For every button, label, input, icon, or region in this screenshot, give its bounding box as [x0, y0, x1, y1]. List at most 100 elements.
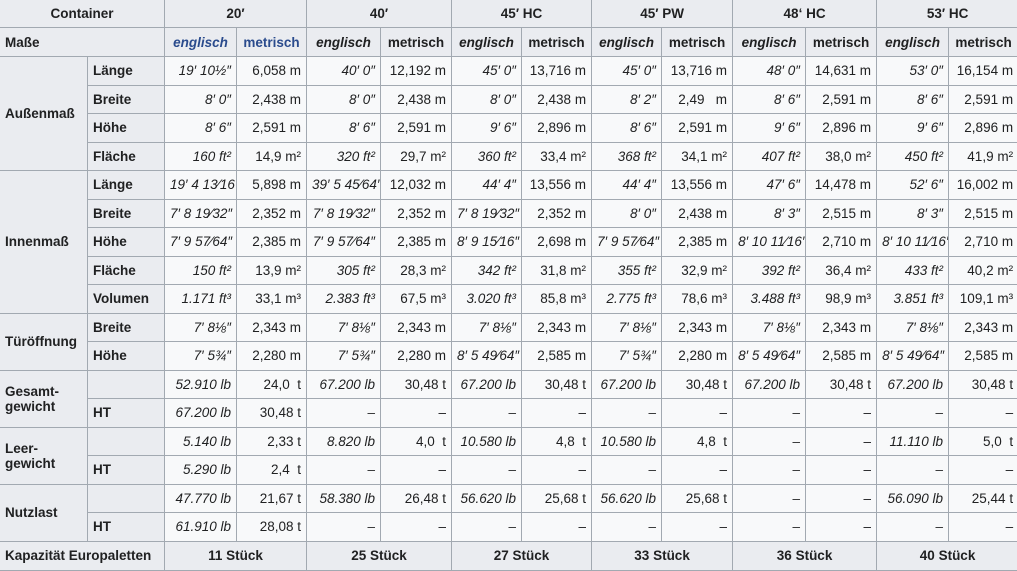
- value-metric: 2,385 m: [661, 227, 734, 257]
- value-metric: 14,631 m: [805, 56, 878, 86]
- value-metric: 4,0 t: [380, 426, 453, 456]
- value-english: 2.383 ft³: [306, 284, 382, 314]
- value-metric: –: [380, 398, 453, 428]
- value-metric: 2,280 m: [661, 341, 734, 371]
- value-english: 3.488 ft³: [732, 284, 807, 314]
- row-label: Länge: [86, 56, 166, 86]
- value-metric: 2,385 m: [236, 227, 308, 257]
- unit-english-header: englisch: [451, 27, 523, 57]
- row-label: HT: [86, 455, 166, 485]
- table-row: HT 67.200 lb 30,48 t – – – – – – – – – –: [0, 398, 1017, 428]
- value-metric: 2,585 m: [805, 341, 878, 371]
- value-english: 8′ 0″: [451, 84, 523, 114]
- container-type-header: 45′ PW: [591, 0, 734, 28]
- value-english: 7′ 8 19⁄32″: [164, 198, 238, 228]
- capacity-value: 33 Stück: [591, 540, 734, 571]
- value-metric: 2,515 m: [948, 198, 1017, 228]
- value-english: –: [876, 512, 950, 542]
- row-label: [86, 426, 166, 456]
- value-metric: 2,710 m: [948, 227, 1017, 257]
- value-english: 9′ 6″: [732, 113, 807, 143]
- value-english: 7′ 5¾″: [164, 341, 238, 371]
- value-metric: 41,9 m²: [948, 141, 1017, 171]
- value-metric: 2,352 m: [521, 198, 593, 228]
- value-metric: 2,591 m: [380, 113, 453, 143]
- value-metric: 2,352 m: [236, 198, 308, 228]
- value-english: 45′ 0″: [451, 56, 523, 86]
- value-english: 368 ft²: [591, 141, 663, 171]
- table-row: Breite 7′ 8 19⁄32″ 2,352 m 7′ 8 19⁄32″ 2,352…: [0, 198, 1017, 228]
- value-english: 11.110 lb: [876, 426, 950, 456]
- row-label: Höhe: [86, 341, 166, 371]
- value-english: 45′ 0″: [591, 56, 663, 86]
- table-row: Höhe 8′ 6″ 2,591 m 8′ 6″ 2,591 m 9′ 6″ 2,896 m…: [0, 113, 1017, 143]
- value-metric: 21,67 t: [236, 483, 308, 513]
- value-metric: 67,5 m³: [380, 284, 453, 314]
- value-metric: 2,343 m: [236, 312, 308, 342]
- value-english: 8′ 0″: [164, 84, 238, 114]
- value-english: 56.620 lb: [451, 483, 523, 513]
- value-english: –: [451, 398, 523, 428]
- value-metric: 2,515 m: [805, 198, 878, 228]
- value-english: 150 ft²: [164, 255, 238, 285]
- value-metric: 2,896 m: [805, 113, 878, 143]
- value-english: –: [876, 398, 950, 428]
- value-english: 160 ft²: [164, 141, 238, 171]
- value-metric: 32,9 m²: [661, 255, 734, 285]
- value-english: 8′ 10 11⁄16″: [876, 227, 950, 257]
- value-metric: –: [948, 398, 1017, 428]
- value-metric: 30,48 t: [380, 369, 453, 399]
- value-metric: 2,49 m: [661, 84, 734, 114]
- value-metric: 16,002 m: [948, 170, 1017, 200]
- row-label: HT: [86, 398, 166, 428]
- value-english: 3.020 ft³: [451, 284, 523, 314]
- unit-english-header: englisch: [732, 27, 807, 57]
- value-metric: –: [805, 426, 878, 456]
- value-english: 8′ 5 49⁄64″: [732, 341, 807, 371]
- value-english: 8′ 0″: [306, 84, 382, 114]
- value-english: 355 ft²: [591, 255, 663, 285]
- value-english: –: [306, 455, 382, 485]
- value-metric: 28,3 m²: [380, 255, 453, 285]
- value-metric: 2,343 m: [661, 312, 734, 342]
- value-metric: –: [805, 512, 878, 542]
- value-english: 67.200 lb: [306, 369, 382, 399]
- unit-metric-header-link[interactable]: metrisch: [236, 27, 308, 57]
- value-english: 48′ 0″: [732, 56, 807, 86]
- group-label: Innenmaß: [0, 170, 88, 314]
- value-metric: 5,0 t: [948, 426, 1017, 456]
- table-row: Türöffnung Breite 7′ 8⅛″ 2,343 m 7′ 8⅛″ 2,343…: [0, 312, 1017, 371]
- value-metric: 2,698 m: [521, 227, 593, 257]
- value-metric: 2,710 m: [805, 227, 878, 257]
- table-row: Nutzlast 47.770 lb 21,67 t 58.380 lb 26,48 t…: [0, 483, 1017, 542]
- value-english: 7′ 8⅛″: [876, 312, 950, 342]
- value-english: 407 ft²: [732, 141, 807, 171]
- value-metric: –: [380, 512, 453, 542]
- value-metric: 2,585 m: [948, 341, 1017, 371]
- header-row-containers: Container 20′ 40′ 45′ HC 45′ PW 48‘ HC 53′ HC: [0, 0, 1017, 28]
- value-metric: 2,4 t: [236, 455, 308, 485]
- unit-english-header-link[interactable]: englisch: [164, 27, 238, 57]
- value-english: 56.090 lb: [876, 483, 950, 513]
- value-metric: 4,8 t: [521, 426, 593, 456]
- value-english: 7′ 5¾″: [306, 341, 382, 371]
- value-english: 7′ 9 57⁄64″: [591, 227, 663, 257]
- value-metric: 25,68 t: [521, 483, 593, 513]
- group-label: Nutzlast: [0, 483, 88, 542]
- value-english: –: [732, 426, 807, 456]
- value-metric: 2,343 m: [521, 312, 593, 342]
- value-metric: –: [805, 455, 878, 485]
- value-metric: 2,591 m: [948, 84, 1017, 114]
- value-english: 8.820 lb: [306, 426, 382, 456]
- value-english: 7′ 5¾″: [591, 341, 663, 371]
- value-english: 7′ 8 19⁄32″: [451, 198, 523, 228]
- value-metric: 13,556 m: [521, 170, 593, 200]
- row-label: Breite: [86, 198, 166, 228]
- value-metric: –: [380, 455, 453, 485]
- value-metric: 12,192 m: [380, 56, 453, 86]
- value-english: 8′ 9 15⁄16″: [451, 227, 523, 257]
- table-row: Volumen 1.171 ft³ 33,1 m³ 2.383 ft³ 67,5 m³ 3…: [0, 284, 1017, 314]
- row-label: Höhe: [86, 227, 166, 257]
- table-row: Breite 8′ 0″ 2,438 m 8′ 0″ 2,438 m 8′ 0″ 2,438…: [0, 84, 1017, 114]
- container-type-header: 45′ HC: [451, 0, 593, 28]
